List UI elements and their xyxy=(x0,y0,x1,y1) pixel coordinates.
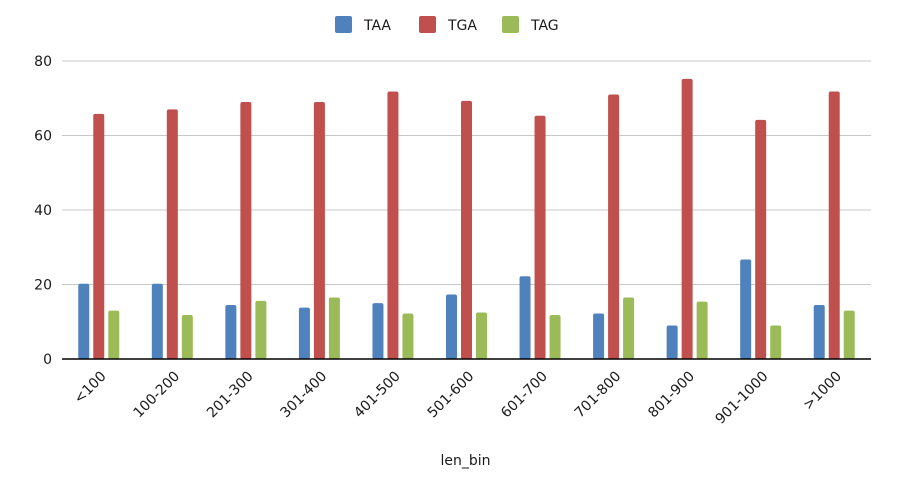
bar-taa xyxy=(813,304,825,359)
x-tick-label: 401-500 xyxy=(351,369,404,422)
bar-tga xyxy=(681,78,693,359)
bar-tga xyxy=(534,115,546,359)
x-axis-title: len_bin xyxy=(440,453,490,469)
bar-tag xyxy=(696,301,708,359)
bar-tag xyxy=(255,300,267,359)
x-tick-label: 801-900 xyxy=(645,369,698,422)
bar-taa xyxy=(78,283,90,359)
x-tick-label: 601-700 xyxy=(498,369,551,422)
x-tick-label: >1000 xyxy=(800,369,845,414)
x-tick-label: 100-200 xyxy=(130,369,183,422)
legend-label-tga: TGA xyxy=(447,18,477,34)
bar-taa xyxy=(298,307,310,359)
bar-taa xyxy=(151,283,163,359)
bar-taa xyxy=(372,303,384,359)
bar-tga xyxy=(93,113,105,360)
bar-tag xyxy=(476,312,487,359)
bar-tga xyxy=(313,101,325,359)
bar-tga xyxy=(608,94,620,360)
y-tick-label: 40 xyxy=(34,203,52,219)
bar-tag xyxy=(328,297,340,359)
y-tick-label: 60 xyxy=(34,129,52,145)
bar-tag xyxy=(549,315,561,359)
bar-tga xyxy=(240,101,252,359)
bar-taa xyxy=(225,304,237,359)
x-tick-label: <100 xyxy=(71,369,110,408)
legend-swatch-taa xyxy=(335,16,352,33)
legend-label-taa: TAA xyxy=(363,18,391,34)
y-tick-label: 0 xyxy=(43,352,52,368)
legend-label-tag: TAG xyxy=(530,18,559,34)
y-axis-ticks: 0 20 40 60 80 xyxy=(34,54,52,368)
x-tick-label: 301-400 xyxy=(278,369,331,422)
x-tick-label: 501-600 xyxy=(425,369,478,422)
bar-taa xyxy=(446,294,457,359)
bar-taa xyxy=(519,276,531,359)
bar-tag xyxy=(402,313,414,359)
bar-tga xyxy=(166,109,178,359)
bars xyxy=(78,78,855,360)
bar-tag xyxy=(770,325,782,359)
y-tick-label: 80 xyxy=(34,54,52,70)
legend: TAA TGA TAG xyxy=(335,16,559,34)
bar-tga xyxy=(828,91,840,360)
legend-swatch-tga xyxy=(419,16,436,33)
bar-tag xyxy=(108,310,120,359)
y-tick-label: 20 xyxy=(34,278,52,294)
bar-taa xyxy=(740,259,752,359)
bar-tga xyxy=(755,119,767,359)
bar-taa xyxy=(666,325,678,359)
bar-tag xyxy=(623,297,635,359)
x-tick-label: 701-800 xyxy=(572,369,625,422)
bar-tga xyxy=(387,91,399,360)
bar-taa xyxy=(593,313,605,359)
bar-tag xyxy=(181,315,193,359)
bar-tag xyxy=(843,310,855,359)
x-axis-ticks: <100 100-200 201-300 301-400 401-500 501-600 6… xyxy=(71,369,845,428)
x-tick-label: 201-300 xyxy=(204,369,257,422)
x-tick-label: 901-1000 xyxy=(713,369,772,428)
legend-swatch-tag xyxy=(502,16,519,33)
bar-tga xyxy=(461,100,472,360)
